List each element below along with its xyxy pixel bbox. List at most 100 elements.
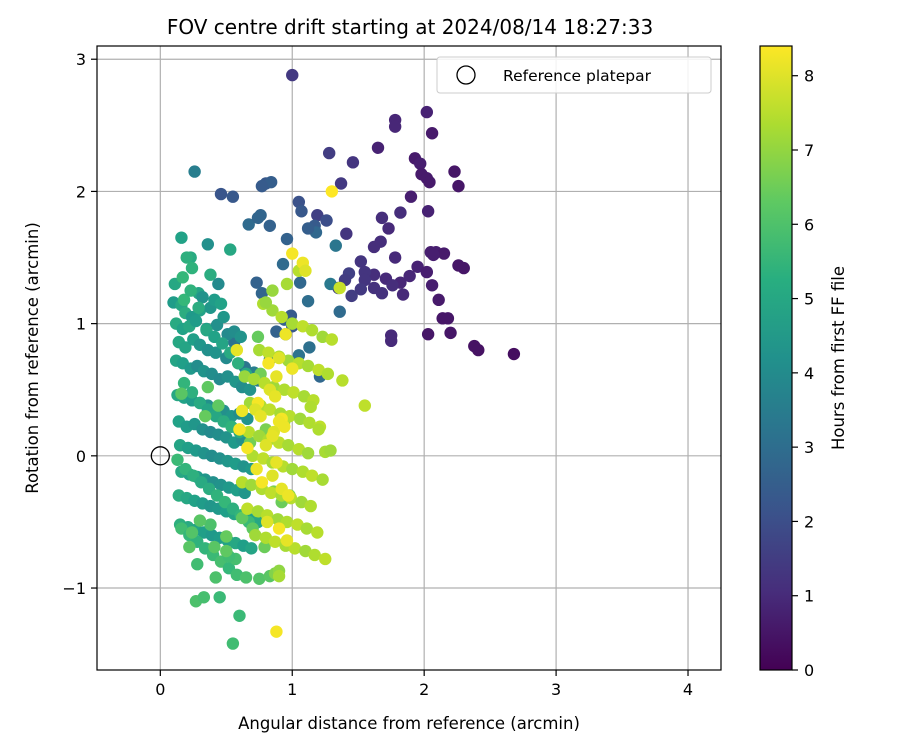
data-point xyxy=(259,439,273,452)
data-point xyxy=(388,120,402,133)
data-point xyxy=(308,548,321,562)
data-point xyxy=(209,346,222,359)
colorbar-tick-label: 3 xyxy=(804,438,814,457)
data-point xyxy=(183,540,196,554)
data-point xyxy=(448,165,461,178)
data-point xyxy=(275,310,288,324)
colorbar-tick-label: 5 xyxy=(804,290,814,309)
data-point xyxy=(299,264,312,277)
data-point xyxy=(262,357,275,370)
data-point xyxy=(414,157,427,170)
data-point xyxy=(382,222,395,235)
data-point xyxy=(255,476,269,489)
data-point xyxy=(264,486,278,500)
data-point xyxy=(457,261,470,275)
y-tick-label: 1 xyxy=(76,315,86,334)
data-point xyxy=(245,478,258,492)
data-point xyxy=(268,390,282,403)
y-tick-label: 0 xyxy=(76,447,86,466)
data-point xyxy=(300,522,313,535)
data-point xyxy=(305,324,319,337)
data-point xyxy=(185,386,199,399)
data-point xyxy=(204,268,217,281)
colorbar-tick-label: 7 xyxy=(804,141,814,160)
data-point xyxy=(374,235,387,248)
data-point xyxy=(176,271,189,284)
data-point xyxy=(208,540,221,554)
data-point xyxy=(354,283,368,296)
data-points xyxy=(167,68,521,650)
data-point xyxy=(421,205,435,218)
data-point xyxy=(421,328,435,341)
data-point xyxy=(333,281,346,295)
data-point xyxy=(272,569,286,583)
colorbar: 0 1 2 3 4 5 6 7 8 Hours from first FF file xyxy=(759,45,848,680)
data-point xyxy=(472,343,485,357)
data-point xyxy=(188,165,201,178)
data-point xyxy=(209,571,222,584)
data-point xyxy=(304,400,317,414)
data-point xyxy=(270,625,283,638)
y-tick-label: 2 xyxy=(76,182,86,201)
data-point xyxy=(226,637,240,650)
data-point xyxy=(254,409,267,423)
x-tick-label: 1 xyxy=(287,680,297,699)
data-point xyxy=(301,446,315,460)
data-point xyxy=(278,420,291,433)
data-point xyxy=(201,380,215,394)
data-point xyxy=(201,238,215,251)
data-point xyxy=(346,156,360,169)
data-point xyxy=(303,341,316,354)
grid-lines xyxy=(97,46,721,670)
data-point xyxy=(263,219,277,232)
data-point xyxy=(441,312,455,325)
x-axis-label: Angular distance from reference (arcmin) xyxy=(238,714,580,733)
data-point xyxy=(239,571,253,584)
data-point xyxy=(279,328,292,341)
data-point xyxy=(266,284,279,297)
data-point xyxy=(301,222,315,235)
data-point xyxy=(214,297,228,310)
data-point xyxy=(396,288,410,301)
x-tick-label: 4 xyxy=(683,680,693,699)
data-point xyxy=(234,330,247,344)
data-point xyxy=(226,190,240,203)
data-point xyxy=(266,469,279,482)
y-tick-label: 3 xyxy=(76,50,86,69)
data-point xyxy=(321,367,335,381)
data-point xyxy=(311,526,324,539)
data-point xyxy=(420,265,434,279)
data-point xyxy=(280,232,294,246)
data-point xyxy=(260,515,274,529)
data-point xyxy=(185,261,199,275)
data-point xyxy=(329,239,342,252)
data-point xyxy=(259,296,273,309)
data-point xyxy=(185,526,199,539)
data-point xyxy=(375,211,389,225)
data-point xyxy=(354,255,368,268)
data-point xyxy=(255,287,269,300)
data-point xyxy=(220,544,233,558)
colorbar-tick-label: 4 xyxy=(804,364,814,383)
data-point xyxy=(452,179,465,193)
data-point xyxy=(444,326,457,340)
data-point xyxy=(253,572,266,585)
data-point xyxy=(251,211,265,225)
data-point xyxy=(358,273,372,287)
data-point xyxy=(235,511,249,525)
data-point xyxy=(375,287,389,300)
data-point xyxy=(175,231,188,244)
data-point xyxy=(287,386,300,399)
data-point xyxy=(230,343,244,357)
colorbar-tick-label: 8 xyxy=(804,67,814,86)
data-point xyxy=(241,502,254,515)
data-point xyxy=(345,289,358,303)
legend-box xyxy=(436,56,712,94)
data-point xyxy=(214,187,228,201)
data-point xyxy=(184,284,197,297)
data-point xyxy=(177,293,191,307)
data-point xyxy=(192,301,205,314)
data-point xyxy=(270,370,283,383)
data-point xyxy=(403,269,416,283)
